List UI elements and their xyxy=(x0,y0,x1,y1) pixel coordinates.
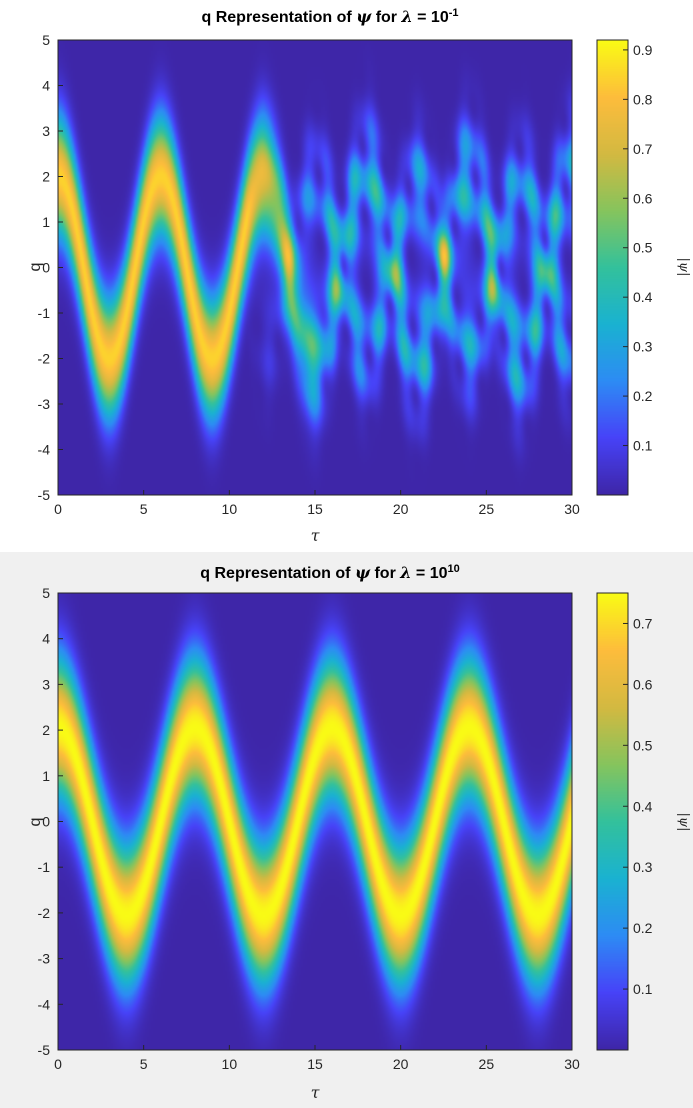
x-tick-label: 0 xyxy=(54,1056,62,1072)
x-tick-label: 10 xyxy=(222,501,238,517)
colorbar-label-1: |ψ| xyxy=(676,258,691,277)
x-axis-label-1: τ xyxy=(311,526,321,545)
y-tick-label: 0 xyxy=(42,814,50,830)
colorbar-tick-label: 0.4 xyxy=(633,289,653,305)
colorbar-tick-label: 0.3 xyxy=(633,859,653,875)
x-axis-label-2: τ xyxy=(311,1083,321,1102)
colorbar-tick-label: 0.8 xyxy=(633,91,653,107)
heatmap-chart-2: q Representation of ψ for λ = 1010 0 5 10 1… xyxy=(27,563,691,1102)
chart-title-1: q Representation of ψ for λ = 10-1 xyxy=(202,7,459,26)
y-ticks-2: -5 -4 -3 -2 -1 0 1 2 3 4 5 xyxy=(38,585,63,1058)
colorbar-tick-label: 0.1 xyxy=(633,981,653,997)
colorbar-frame-2 xyxy=(596,592,629,1051)
y-tick-label: -2 xyxy=(38,905,51,921)
x-tick-label: 15 xyxy=(307,501,323,517)
x-ticks-2: 0 5 10 15 20 25 30 xyxy=(54,1045,580,1072)
colorbar-tick-label: 0.6 xyxy=(633,676,653,692)
x-tick-label: 20 xyxy=(393,501,409,517)
colorbar-tick-label: 0.9 xyxy=(633,42,653,58)
y-tick-label: 4 xyxy=(42,631,50,647)
colorbar-tick-label: 0.1 xyxy=(633,438,653,454)
colorbar-tick-label: 0.2 xyxy=(633,388,653,404)
y-tick-label: 1 xyxy=(42,214,50,230)
x-tick-label: 20 xyxy=(393,1056,409,1072)
chart-panel-1: q Representation of ψ for λ = 10-1 0 5 10 1… xyxy=(0,0,693,552)
y-tick-label: 5 xyxy=(42,32,50,48)
chart-title-2: q Representation of ψ for λ = 1010 xyxy=(200,563,459,582)
y-tick-label: 3 xyxy=(42,676,50,692)
y-tick-label: -4 xyxy=(38,996,51,1012)
colorbar-1 xyxy=(597,40,628,495)
y-tick-label: 2 xyxy=(42,722,50,738)
y-tick-label: 1 xyxy=(42,768,50,784)
x-tick-label: 30 xyxy=(564,1056,580,1072)
y-tick-label: -4 xyxy=(38,442,51,458)
y-tick-label: 2 xyxy=(42,169,50,185)
heatmap-image-1 xyxy=(58,40,572,495)
x-tick-label: 10 xyxy=(222,1056,238,1072)
colorbar-2 xyxy=(597,593,628,1050)
y-tick-label: -3 xyxy=(38,951,51,967)
colorbar-tick-label: 0.5 xyxy=(633,240,653,256)
y-tick-label: -5 xyxy=(38,487,51,503)
x-tick-label: 0 xyxy=(54,501,62,517)
heatmap-chart-1: q Representation of ψ for λ = 10-1 0 5 10 1… xyxy=(27,7,691,545)
y-ticks-1: -5 -4 -3 -2 -1 0 1 2 3 4 5 xyxy=(38,32,63,503)
x-ticks-1: 0 5 10 15 20 25 30 xyxy=(54,490,580,517)
colorbar-tick-label: 0.5 xyxy=(633,737,653,753)
chart-panel-2: q Representation of ψ for λ = 1010 0 5 10 1… xyxy=(0,552,693,1108)
y-tick-label: 4 xyxy=(42,78,50,94)
colorbar-ticks-2: 0.1 0.2 0.3 0.4 0.5 0.6 0.7 xyxy=(623,615,653,997)
heatmap-image-2 xyxy=(58,593,572,1050)
y-tick-label: -2 xyxy=(38,351,51,367)
y-tick-label: 3 xyxy=(42,123,50,139)
y-tick-label: -1 xyxy=(38,859,51,875)
x-tick-label: 15 xyxy=(307,1056,323,1072)
y-tick-label: -1 xyxy=(38,305,51,321)
colorbar-ticks-1: 0.1 0.2 0.3 0.4 0.5 0.6 0.7 0.8 0.9 xyxy=(623,42,653,454)
y-axis-label-1: q xyxy=(27,263,44,272)
x-tick-label: 25 xyxy=(479,501,495,517)
colorbar-tick-label: 0.4 xyxy=(633,798,653,814)
colorbar-tick-label: 0.7 xyxy=(633,141,653,157)
y-tick-label: 0 xyxy=(42,260,50,276)
y-axis-label-2: q xyxy=(27,818,44,827)
x-tick-label: 5 xyxy=(140,501,148,517)
y-tick-label: -3 xyxy=(38,396,51,412)
x-tick-label: 30 xyxy=(564,501,580,517)
x-tick-label: 5 xyxy=(140,1056,148,1072)
colorbar-label-2: |ψ| xyxy=(676,813,691,832)
y-tick-label: 5 xyxy=(42,585,50,601)
colorbar-tick-label: 0.2 xyxy=(633,920,653,936)
y-tick-label: -5 xyxy=(38,1042,51,1058)
colorbar-tick-label: 0.3 xyxy=(633,339,653,355)
colorbar-tick-label: 0.7 xyxy=(633,615,653,631)
colorbar-frame-1 xyxy=(596,39,629,496)
colorbar-tick-label: 0.6 xyxy=(633,190,653,206)
x-tick-label: 25 xyxy=(479,1056,495,1072)
